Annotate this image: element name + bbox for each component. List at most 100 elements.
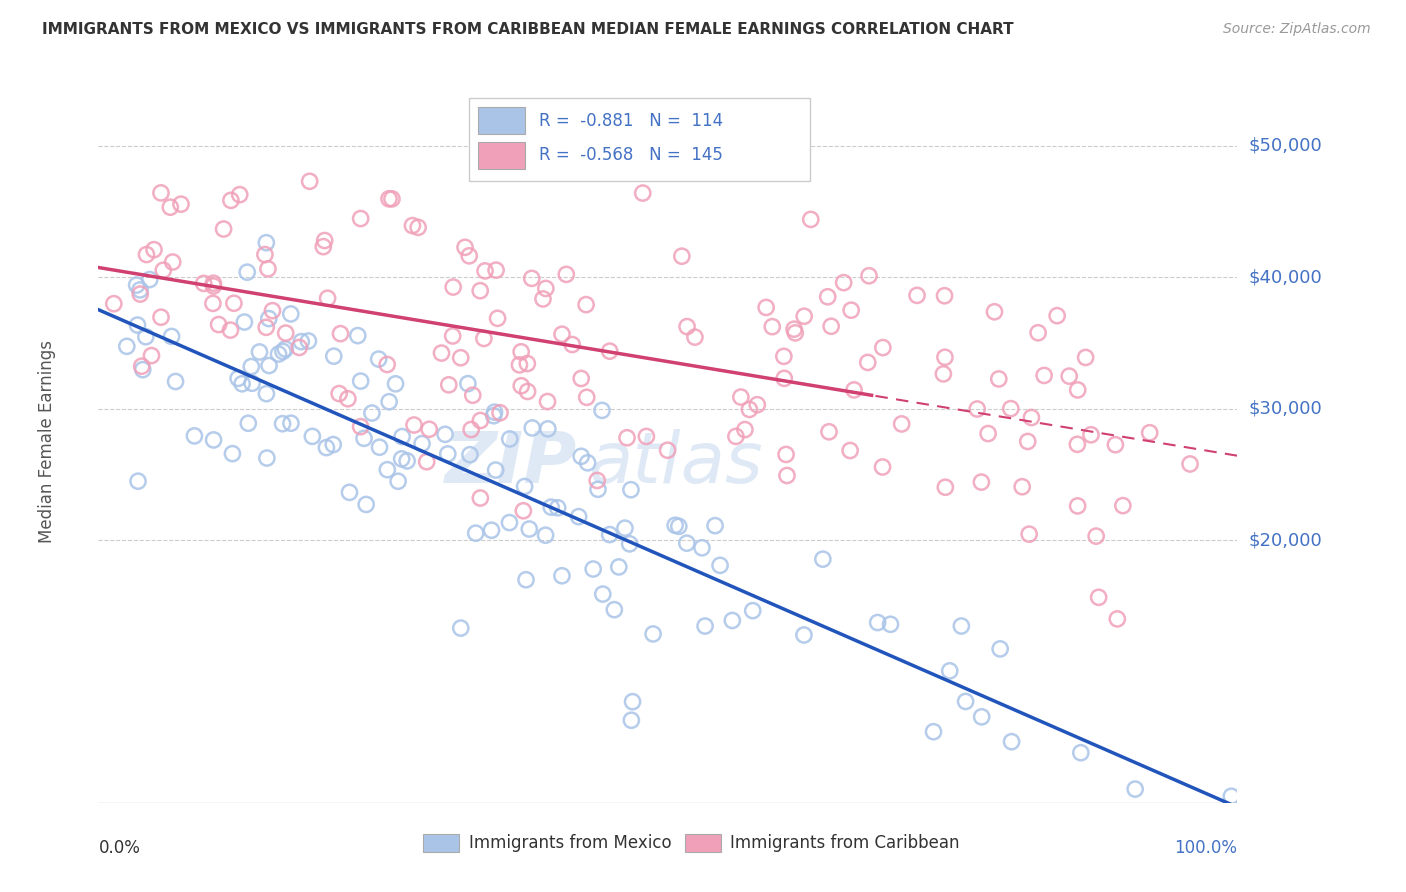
Point (368, 440, 391, 454)
Point (367, 352, 389, 367)
Point (820, 319, 842, 334)
Point (361, 406, 384, 420)
Point (415, 455, 437, 469)
Point (621, 695, 644, 709)
Point (970, 710, 993, 724)
Point (938, 664, 960, 678)
Point (540, 500, 562, 515)
Point (470, 284, 492, 298)
Point (152, 263, 174, 277)
Point (135, 329, 157, 343)
Point (738, 402, 761, 417)
Point (775, 447, 797, 461)
Text: $20,000: $20,000 (1249, 531, 1322, 549)
Point (783, 322, 806, 336)
Point (856, 355, 879, 369)
Point (339, 485, 361, 500)
Point (966, 402, 988, 417)
Point (411, 436, 433, 450)
Point (129, 287, 152, 301)
Point (170, 197, 193, 211)
Point (517, 522, 540, 536)
Point (613, 521, 636, 535)
Text: $40,000: $40,000 (1249, 268, 1322, 286)
Point (671, 249, 693, 263)
Point (233, 315, 256, 329)
Point (472, 331, 495, 345)
Point (127, 318, 149, 332)
Point (531, 292, 554, 306)
Point (160, 329, 183, 343)
Point (322, 349, 344, 363)
Point (354, 498, 377, 512)
Point (1067, 383, 1090, 397)
Point (391, 429, 413, 443)
Point (616, 431, 638, 445)
Point (437, 377, 460, 392)
Point (1017, 434, 1039, 449)
Point (450, 351, 472, 365)
Text: 100.0%: 100.0% (1174, 838, 1237, 857)
Point (970, 475, 993, 489)
Point (693, 619, 716, 633)
Point (430, 346, 453, 360)
Text: Source: ZipAtlas.com: Source: ZipAtlas.com (1223, 22, 1371, 37)
Point (664, 518, 686, 533)
Point (149, 186, 172, 200)
Point (636, 429, 658, 443)
Point (1033, 368, 1056, 383)
Text: Immigrants from Mexico: Immigrants from Mexico (468, 833, 671, 852)
Point (1104, 438, 1126, 452)
Point (536, 394, 558, 409)
Point (238, 417, 260, 431)
Point (254, 386, 277, 401)
Point (231, 376, 253, 391)
Point (922, 724, 945, 739)
Point (464, 526, 486, 541)
Point (839, 443, 862, 458)
Point (1107, 612, 1129, 626)
Point (721, 614, 744, 628)
Point (375, 463, 398, 477)
Point (683, 330, 706, 344)
FancyBboxPatch shape (423, 834, 460, 852)
Point (872, 341, 894, 355)
Text: $50,000: $50,000 (1249, 137, 1322, 155)
Point (336, 392, 359, 406)
Point (183, 429, 205, 443)
Point (460, 423, 482, 437)
Point (267, 347, 290, 361)
Point (253, 247, 276, 261)
Text: R =  -0.568   N =  145: R = -0.568 N = 145 (538, 146, 723, 164)
Point (591, 403, 613, 417)
Point (832, 276, 855, 290)
Point (724, 429, 747, 443)
Point (508, 358, 530, 372)
Point (1178, 457, 1201, 471)
Point (207, 318, 229, 332)
Point (879, 617, 901, 632)
Point (125, 278, 148, 293)
Point (534, 528, 557, 542)
Point (240, 359, 263, 374)
Point (641, 627, 664, 641)
Point (470, 491, 492, 505)
Text: IMMIGRANTS FROM MEXICO VS IMMIGRANTS FROM CARIBBEAN MEDIAN FEMALE EARNINGS CORRE: IMMIGRANTS FROM MEXICO VS IMMIGRANTS FRO… (42, 22, 1014, 37)
Point (800, 212, 823, 227)
Point (387, 475, 409, 489)
Point (312, 240, 335, 254)
Text: atlas: atlas (588, 429, 762, 498)
FancyBboxPatch shape (685, 834, 721, 852)
Point (631, 186, 654, 200)
Point (301, 429, 323, 443)
Point (159, 200, 181, 214)
Point (262, 303, 284, 318)
Point (256, 450, 278, 465)
Point (516, 357, 538, 371)
Point (219, 323, 242, 337)
Point (484, 405, 506, 419)
Point (516, 384, 538, 399)
Point (776, 468, 799, 483)
Text: Immigrants from Caribbean: Immigrants from Caribbean (731, 833, 960, 852)
Point (165, 375, 187, 389)
